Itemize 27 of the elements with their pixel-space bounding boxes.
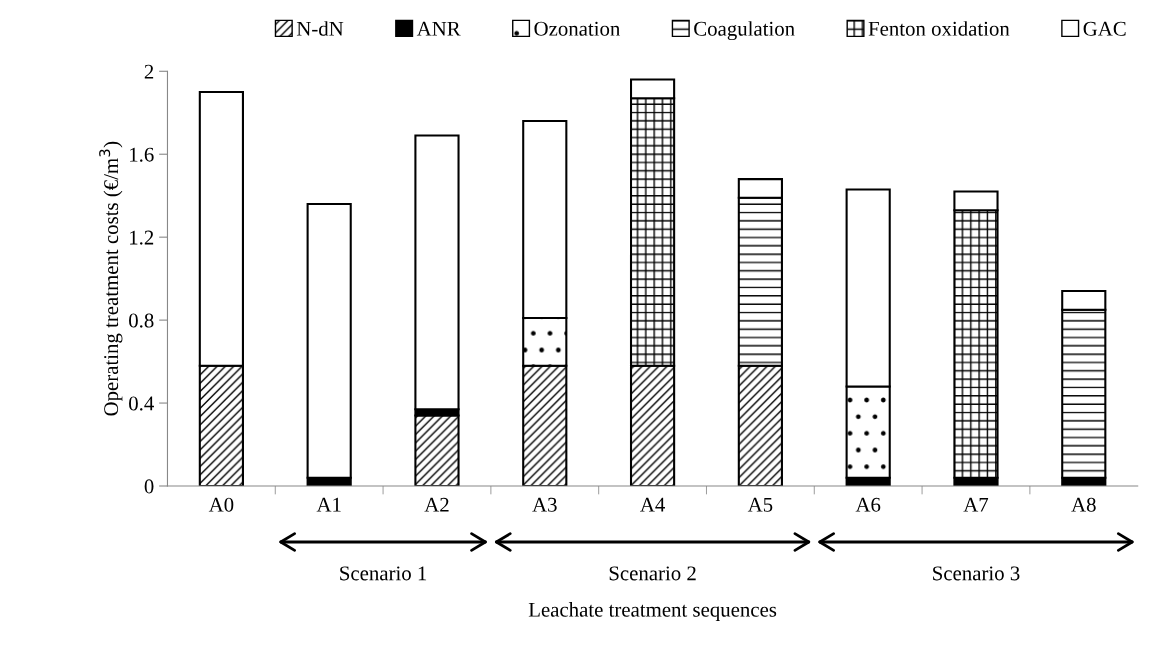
x-tick-label: A3 xyxy=(532,497,557,512)
x-tick-label: A1 xyxy=(316,497,341,512)
y-tick-label: 2 xyxy=(144,64,154,79)
legend-label: ANR xyxy=(416,21,461,36)
legend-label: Ozonation xyxy=(534,21,621,36)
y-tick-label: 0.4 xyxy=(129,396,154,411)
x-tick-label: A8 xyxy=(1071,497,1096,512)
bar xyxy=(414,414,460,486)
legend-label: Coagulation xyxy=(694,21,795,41)
y-axis-title: Operating treatment costs (€/m$^{3}$) xyxy=(99,141,123,416)
x-tick-label: A5 xyxy=(747,497,773,512)
text: Scenario 1 xyxy=(340,566,427,581)
y-tick-label: 1.2 xyxy=(130,230,154,245)
x-tick-label: A6 xyxy=(855,497,881,512)
legend-label: N-dN xyxy=(296,21,344,36)
y-tick-label: 0.8 xyxy=(129,313,154,328)
text: Scenario 3 xyxy=(933,566,1020,581)
x-tick-label: A2 xyxy=(424,497,449,512)
x-axis-title: Leachate treatment sequences xyxy=(528,602,777,622)
legend-label: Fenton oxidation xyxy=(868,21,1010,36)
y-tick-label: 0 xyxy=(144,479,154,494)
x-tick-label: A7 xyxy=(963,497,989,512)
text: Scenario 2 xyxy=(609,566,696,581)
x-tick-label: A4 xyxy=(640,497,665,512)
x-tick-label: A0 xyxy=(208,497,234,512)
y-tick-label: 1.6 xyxy=(130,147,154,162)
legend-label: GAC xyxy=(1083,21,1126,36)
